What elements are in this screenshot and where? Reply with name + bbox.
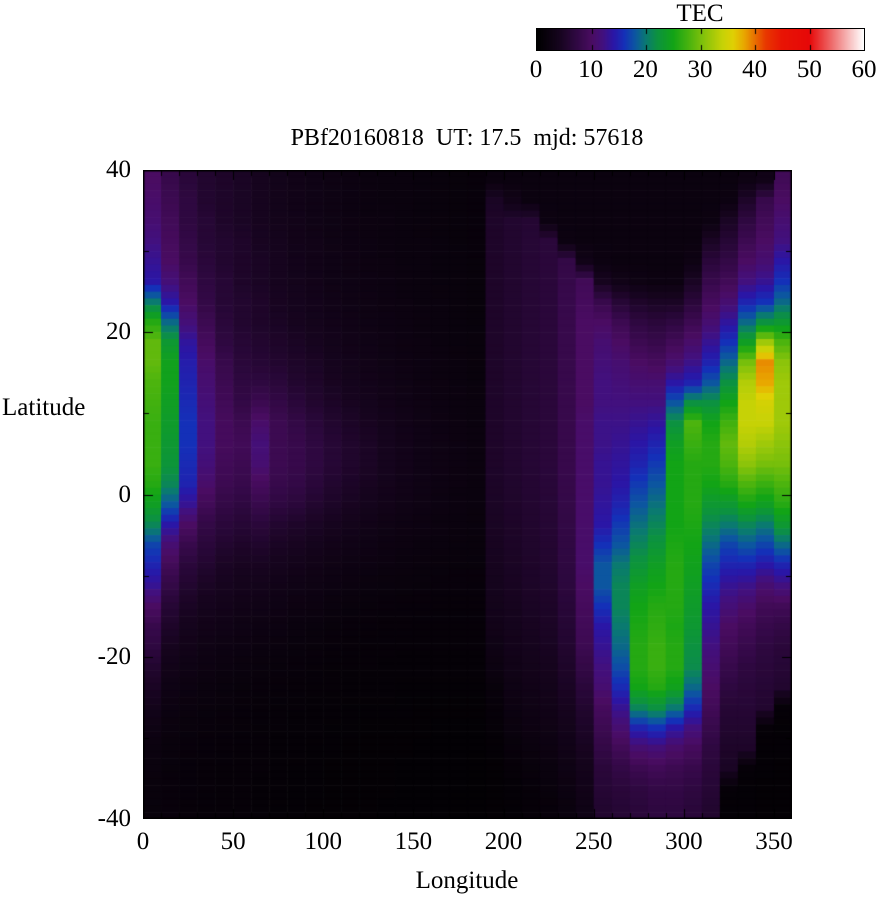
y-tick-label: -20 [97, 642, 131, 670]
y-tick-label: -40 [97, 805, 131, 832]
colorbar-tick-label: 30 [687, 56, 713, 83]
x-tick-label: 300 [665, 828, 703, 855]
x-axis-label: Longitude [415, 867, 519, 894]
x-tick-label: 100 [304, 828, 343, 855]
x-tick-label: 0 [136, 828, 150, 855]
x-tick-label: 50 [220, 828, 246, 855]
colorbar-tick-label: 40 [742, 56, 768, 83]
colorbar-tick-label: 0 [529, 56, 543, 83]
x-tick-label: 150 [394, 828, 433, 855]
colorbar-gradient [536, 28, 865, 51]
plot-title: PBf20160818 UT: 17.5 mjd: 57618 [290, 125, 644, 151]
y-tick-label: 40 [106, 156, 131, 183]
y-tick-label: 20 [106, 318, 131, 346]
x-tick-label: 350 [755, 828, 793, 855]
heatmap-canvas [143, 170, 792, 819]
x-tick-label: 200 [484, 828, 523, 855]
x-tick-label: 250 [574, 828, 613, 855]
y-axis-label: Latitude [2, 394, 86, 421]
colorbar-tick-label: 20 [632, 56, 658, 83]
colorbar-tick-label: 10 [578, 56, 604, 83]
colorbar-tick-label: 50 [796, 56, 822, 83]
y-tick-label: 0 [118, 480, 132, 508]
colorbar-title: TEC [676, 0, 724, 27]
colorbar-tick-label: 60 [851, 56, 877, 83]
